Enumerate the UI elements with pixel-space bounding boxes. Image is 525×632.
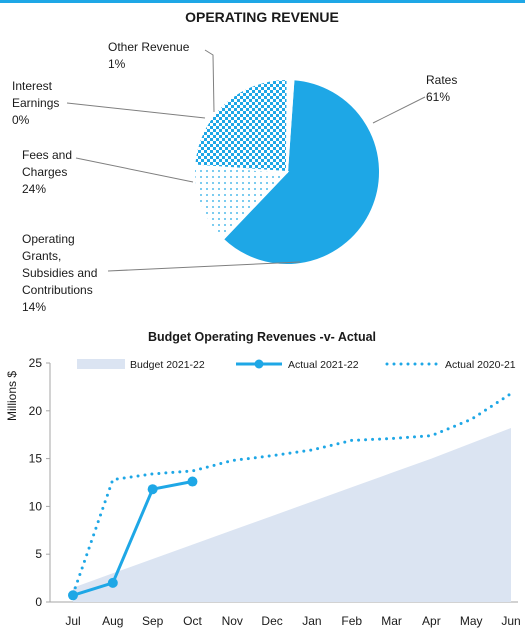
pie-slice bbox=[221, 78, 381, 267]
x-tick-label: Sep bbox=[142, 614, 164, 628]
series-actual-2021-22-marker bbox=[187, 476, 198, 487]
x-tick-label: Jun bbox=[501, 614, 520, 628]
x-tick-label: Nov bbox=[222, 614, 243, 628]
pie-leader-line bbox=[107, 261, 301, 272]
line-chart: Budget Operating Revenues -v- Actual Mil… bbox=[5, 330, 521, 628]
pie-slice bbox=[193, 77, 289, 174]
x-tick-label: Jan bbox=[302, 614, 321, 628]
series-actual-2021-22-marker bbox=[147, 484, 158, 495]
pie-title: OPERATING REVENUE bbox=[185, 9, 339, 25]
legend-label: Budget 2021-22 bbox=[130, 359, 205, 371]
y-tick-label: 20 bbox=[29, 404, 43, 418]
pie-slice-label: Interest Earnings 0% bbox=[12, 79, 59, 127]
pie-slice-label: Operating Grants, Subsidies and Contributio… bbox=[22, 232, 97, 314]
y-tick-label: 0 bbox=[35, 595, 42, 609]
pie-leader-line bbox=[372, 96, 426, 124]
y-axis-label: Millions $ bbox=[5, 371, 19, 421]
line-chart-title: Budget Operating Revenues -v- Actual bbox=[148, 330, 376, 344]
pie-leader-line bbox=[75, 157, 194, 183]
legend-marker-actual-2021-22 bbox=[254, 359, 264, 369]
top-accent-rule bbox=[0, 0, 525, 3]
x-tick-label: Dec bbox=[261, 614, 282, 628]
series-actual-2021-22-marker bbox=[107, 577, 118, 588]
y-tick-label: 15 bbox=[29, 452, 43, 466]
legend-swatch-budget bbox=[77, 359, 125, 369]
series-actual-2021-22-line bbox=[72, 480, 193, 597]
x-tick-label: Oct bbox=[183, 614, 202, 628]
x-tick-label: Jul bbox=[65, 614, 80, 628]
pie-slice-label: Other Revenue 1% bbox=[108, 40, 190, 71]
legend-label: Actual 2021-22 bbox=[288, 359, 359, 371]
x-tick-label: Feb bbox=[341, 614, 362, 628]
pie-slice bbox=[193, 164, 290, 241]
pie-leader-line bbox=[204, 49, 215, 113]
x-tick-label: May bbox=[460, 614, 483, 628]
y-tick-label: 5 bbox=[35, 547, 42, 561]
y-tick-label: 10 bbox=[29, 499, 43, 513]
pie-chart: OPERATING REVENUE Rates 61% Operating Grant… bbox=[12, 9, 457, 314]
series-actual-2020-21-line bbox=[71, 392, 513, 596]
x-tick-label: Mar bbox=[381, 614, 402, 628]
series-budget-area bbox=[73, 428, 511, 602]
pie-leader-line bbox=[66, 102, 206, 119]
x-tick-label: Apr bbox=[422, 614, 441, 628]
legend-label: Actual 2020-21 bbox=[445, 359, 516, 371]
pie-slice-label: Rates 61% bbox=[426, 73, 457, 104]
pie-slice-label: Fees and Charges 24% bbox=[22, 148, 72, 196]
y-tick-label: 25 bbox=[29, 356, 43, 370]
pie-slice bbox=[286, 77, 295, 173]
x-tick-label: Aug bbox=[102, 614, 123, 628]
